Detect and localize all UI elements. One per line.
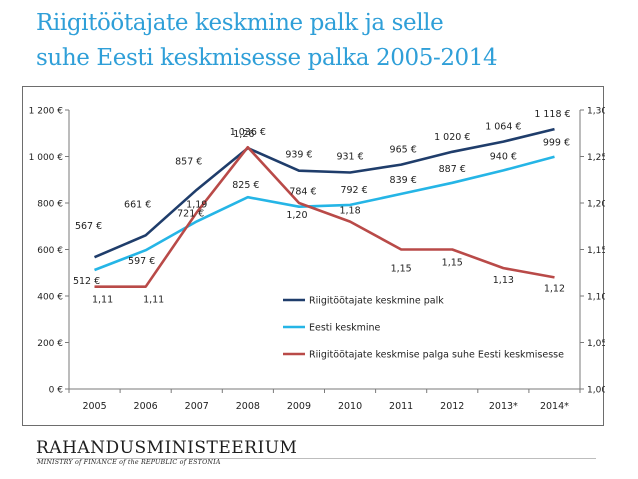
x-tick-label: 2009 xyxy=(287,401,311,412)
data-label-public-wage: 931 € xyxy=(336,152,363,163)
data-label-public-wage: 1 020 € xyxy=(434,132,470,143)
data-label-public-wage: 1 064 € xyxy=(485,122,521,133)
data-label-ratio: 1,11 xyxy=(143,295,164,306)
data-label-estonia-average: 792 € xyxy=(340,185,367,196)
chart: 0 € 200 € 400 € 600 € 800 € 1 000 € 1 200 € 1,0… xyxy=(29,107,605,413)
x-tick-label: 2014* xyxy=(540,401,569,412)
data-label-public-wage: 965 € xyxy=(390,145,417,156)
legend-label: Eesti keskmine xyxy=(309,323,381,334)
data-label-ratio: 1,18 xyxy=(339,206,360,217)
y-right-tick-label: 1,05 xyxy=(587,339,605,349)
data-label-public-wage: 1 036 € xyxy=(230,127,266,138)
data-label-ratio: 1,19 xyxy=(186,199,207,210)
footer-divider xyxy=(36,458,596,459)
data-label-public-wage: 857 € xyxy=(175,157,202,168)
x-tick-label: 2008 xyxy=(236,401,260,412)
y-right-tick-label: 1,00 xyxy=(587,386,605,396)
ministry-logo: RAHANDUSMINISTEERIUM xyxy=(36,438,298,458)
line-ratio xyxy=(94,145,555,288)
x-tick-label: 2012 xyxy=(440,401,464,412)
data-label-estonia-average: 940 € xyxy=(490,151,517,162)
x-tick-label: 2013* xyxy=(489,401,518,412)
y-right-tick-label: 1,10 xyxy=(587,293,605,303)
data-label-public-wage: 567 € xyxy=(75,221,102,232)
data-label-ratio: 1,13 xyxy=(493,275,514,286)
data-label-estonia-average: 721 € xyxy=(177,208,204,219)
y-left-tick-label: 200 € xyxy=(37,339,63,349)
y-right-tick-label: 1,30 xyxy=(587,107,605,117)
data-label-ratio: 1,11 xyxy=(92,295,113,306)
x-tick-label: 2005 xyxy=(82,401,106,412)
data-label-estonia-average: 597 € xyxy=(128,256,155,267)
data-label-estonia-average: 512 € xyxy=(73,276,100,287)
x-tick-label: 2007 xyxy=(185,401,209,412)
y-left-tick-label: 800 € xyxy=(37,200,63,210)
y-left-tick-label: 1 200 € xyxy=(29,107,64,117)
data-label-public-wage: 1 118 € xyxy=(534,109,570,120)
legend-label: Riigitöötajate keskmise palga suhe Eesti… xyxy=(309,350,564,361)
data-label-estonia-average: 999 € xyxy=(543,138,570,149)
y-left-tick-label: 400 € xyxy=(37,293,63,303)
y-right-tick-label: 1,15 xyxy=(587,246,605,256)
chart-frame: 0 € 200 € 400 € 600 € 800 € 1 000 € 1 200 € 1,0… xyxy=(22,86,605,426)
data-label-ratio: 1,15 xyxy=(442,258,463,269)
y-left-tick-label: 1 000 € xyxy=(29,153,64,163)
y-right-tick-label: 1,25 xyxy=(587,153,605,163)
y-right-tick-label: 1,20 xyxy=(587,200,605,210)
x-tick-label: 2010 xyxy=(338,401,362,412)
data-label-ratio: 1,12 xyxy=(544,283,565,294)
data-label-estonia-average: 784 € xyxy=(289,187,316,198)
data-label-estonia-average: 839 € xyxy=(390,175,417,186)
line-public-wage xyxy=(93,127,555,259)
data-label-ratio: 1,15 xyxy=(391,264,412,275)
x-tick-label: 2006 xyxy=(134,401,158,412)
data-label-ratio: 1,26 xyxy=(233,129,254,140)
data-label-estonia-average: 825 € xyxy=(232,180,259,191)
ministry-subtitle: MINISTRY of FINANCE of the REPUBLIC of E… xyxy=(37,459,221,466)
page-title: Riigitöötajate keskmine palk ja selle su… xyxy=(36,10,498,71)
y-left-tick-label: 600 € xyxy=(37,246,63,256)
data-label-public-wage: 939 € xyxy=(285,150,312,161)
data-label-estonia-average: 887 € xyxy=(439,164,466,175)
legend-label: Riigitöötajate keskmine palk xyxy=(309,296,444,307)
data-label-public-wage: 661 € xyxy=(124,199,151,210)
y-left-tick-label: 0 € xyxy=(49,386,64,396)
x-tick-label: 2011 xyxy=(389,401,413,412)
line-estonia-average xyxy=(94,155,555,272)
data-label-ratio: 1,20 xyxy=(286,210,307,221)
